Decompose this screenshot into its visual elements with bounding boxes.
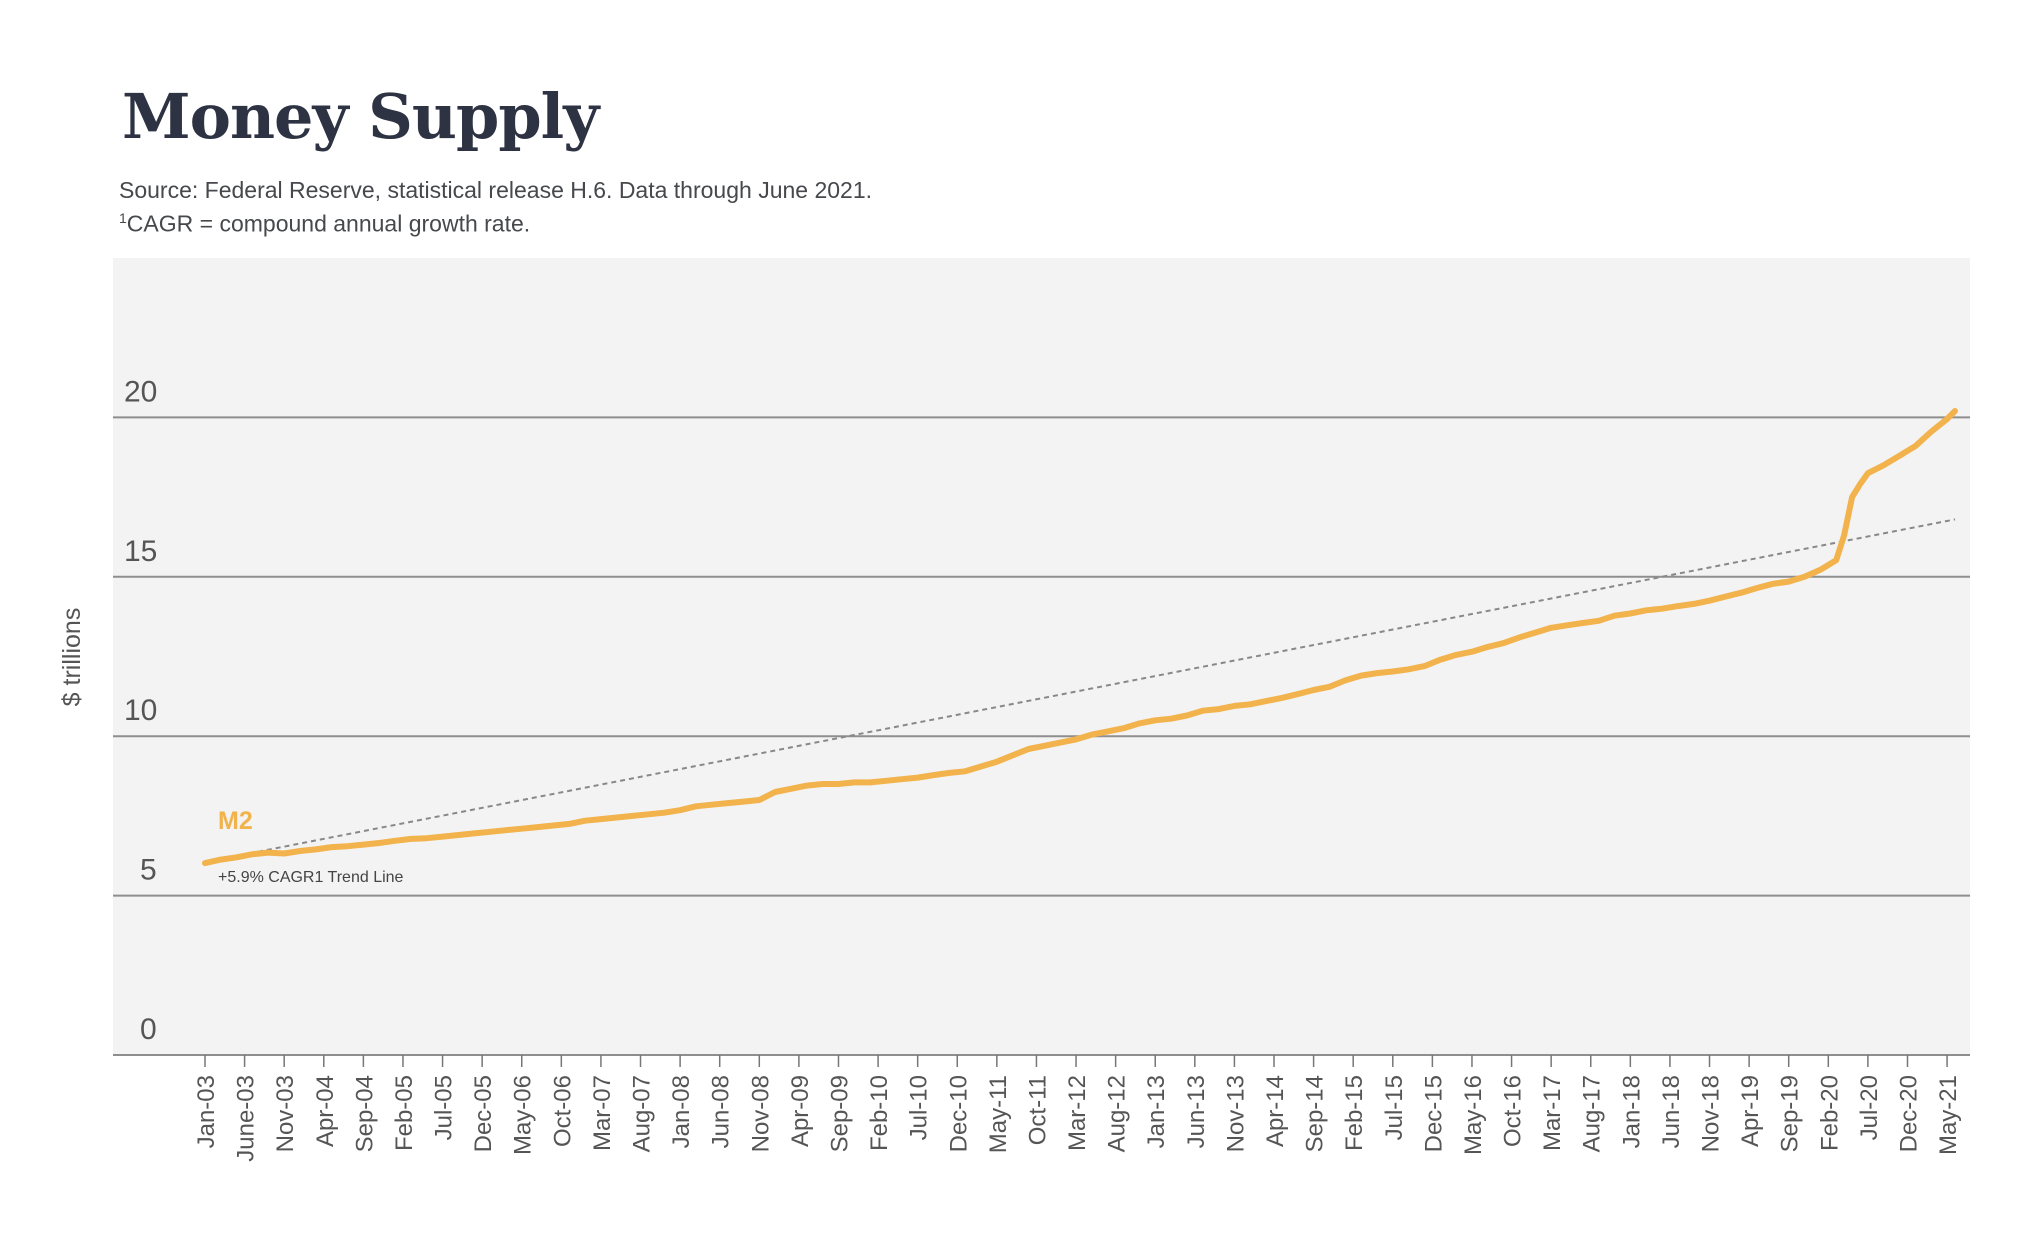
y-tick-label: 5	[140, 854, 157, 887]
x-tick-label: Jun-08	[708, 1075, 735, 1148]
x-tick-label: Mar-07	[589, 1075, 616, 1151]
y-axis-label: $ trillions	[58, 608, 86, 707]
trend-line-label: +5.9% CAGR1 Trend Line	[218, 869, 404, 886]
m2-series-line	[202, 408, 1958, 867]
x-tick-label: Jul-05	[431, 1075, 458, 1140]
m2-series-label: M2	[218, 807, 253, 835]
x-tick-label: Apr-09	[787, 1075, 814, 1147]
plot-area	[113, 258, 1970, 1055]
x-tick-label: May-11	[985, 1075, 1012, 1153]
x-tick-label: May-21	[1935, 1075, 1962, 1155]
x-tick-label: Mar-12	[1064, 1075, 1091, 1151]
x-tick-label: Oct-06	[549, 1075, 576, 1147]
x-tick-label: Oct-11	[1024, 1075, 1051, 1145]
x-tick-label: Jan-08	[668, 1075, 695, 1148]
x-tick-label: Sep-04	[351, 1075, 378, 1152]
footnote-mark: 1	[119, 210, 127, 226]
trend-line	[204, 518, 1956, 864]
x-tick-label: Jul-15	[1381, 1075, 1408, 1140]
x-tick-label: Jun-18	[1658, 1075, 1685, 1148]
y-tick-label: 0	[140, 1013, 157, 1046]
x-tick-label: Nov-03	[272, 1075, 299, 1152]
x-tick-label: Jul-20	[1856, 1075, 1883, 1140]
x-tick-label: Feb-10	[866, 1075, 893, 1151]
y-tick-label: 10	[124, 694, 157, 727]
x-tick-label: Aug-12	[1104, 1075, 1131, 1152]
x-tick-label: May-16	[1460, 1075, 1487, 1155]
x-tick-label: Oct-16	[1500, 1075, 1527, 1147]
x-tick-label: June-03	[233, 1075, 260, 1162]
source-note: Source: Federal Reserve, statistical rel…	[119, 177, 873, 203]
footnote: 1CAGR = compound annual growth rate.	[119, 210, 530, 238]
x-tick-label: Sep-09	[826, 1075, 853, 1152]
x-tick-label: Apr-14	[1262, 1075, 1289, 1147]
x-tick-label: Jun-13	[1183, 1075, 1210, 1148]
x-tick-label: May-06	[510, 1075, 537, 1155]
x-tick-label: Feb-05	[391, 1075, 418, 1151]
x-tick-label: Aug-07	[629, 1075, 656, 1152]
x-tick-label: Dec-05	[470, 1075, 497, 1152]
x-tick-label: Sep-14	[1302, 1075, 1329, 1152]
x-tick-label: Apr-04	[312, 1075, 339, 1147]
x-tick-label: Jan-03	[193, 1075, 220, 1148]
footnote-text: CAGR = compound annual growth rate.	[126, 210, 531, 237]
x-tick-label: Mar-17	[1539, 1075, 1566, 1151]
y-tick-label: 15	[124, 535, 157, 568]
x-tick-label: Sep-19	[1777, 1075, 1804, 1152]
x-tick-label: Feb-15	[1341, 1075, 1368, 1151]
y-tick-label: 20	[124, 375, 157, 408]
x-tick-label: Nov-08	[747, 1075, 774, 1152]
x-tick-label: Feb-20	[1816, 1075, 1843, 1151]
x-tick-label: Jan-13	[1143, 1075, 1170, 1148]
x-tick-label: Dec-20	[1895, 1075, 1922, 1152]
x-tick-label: Nov-18	[1698, 1075, 1725, 1152]
x-tick-label: Dec-10	[945, 1075, 972, 1152]
x-tick-label: Nov-13	[1222, 1075, 1249, 1152]
x-tick-label: Apr-19	[1737, 1075, 1764, 1147]
x-tick-label: Aug-17	[1579, 1075, 1606, 1152]
chart-title: Money Supply	[122, 80, 599, 153]
x-tick-label: Jul-10	[906, 1075, 933, 1140]
x-tick-label: Jan-18	[1618, 1075, 1645, 1148]
x-tick-label: Dec-15	[1420, 1075, 1447, 1152]
